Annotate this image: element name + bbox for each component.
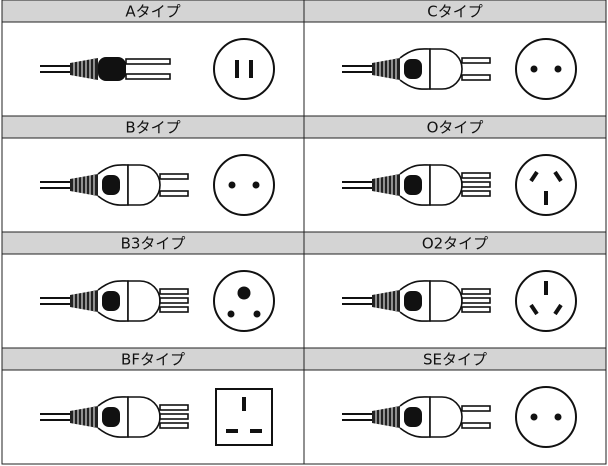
plug-body <box>404 175 422 195</box>
grommet <box>70 406 98 428</box>
hole <box>228 181 236 189</box>
socket-face <box>213 154 275 216</box>
type-label: Aタイプ <box>125 3 180 21</box>
prong <box>159 413 189 420</box>
prong <box>159 404 189 411</box>
plug-body <box>102 407 120 427</box>
hole <box>554 413 562 421</box>
prong <box>461 297 491 304</box>
socket-face <box>213 270 275 332</box>
prong <box>461 181 491 188</box>
slot <box>529 303 539 316</box>
slot <box>529 170 539 183</box>
prong <box>159 306 189 313</box>
grommet <box>372 58 400 80</box>
hole <box>530 413 538 421</box>
prong <box>159 422 189 429</box>
hole <box>530 65 538 73</box>
cell: Bタイプ <box>1 115 305 233</box>
type-label: B3タイプ <box>121 235 186 253</box>
plug-body <box>102 291 120 311</box>
prong <box>461 288 491 295</box>
prong <box>125 73 171 80</box>
type-label: Cタイプ <box>427 3 482 21</box>
plug-face <box>127 396 161 438</box>
prong <box>461 74 491 81</box>
prong <box>159 297 189 304</box>
cell: Oタイプ <box>303 115 607 233</box>
slot <box>553 170 563 183</box>
prong <box>159 288 189 295</box>
socket-face <box>215 388 273 446</box>
hole <box>227 310 235 318</box>
plug-face <box>127 280 161 322</box>
prong <box>461 306 491 313</box>
cell: BFタイプ <box>1 347 305 465</box>
hole <box>252 181 260 189</box>
slot <box>553 303 563 316</box>
plug-face <box>429 48 463 90</box>
cell: Aタイプ <box>1 0 305 117</box>
grommet <box>70 174 98 196</box>
prong <box>461 172 491 179</box>
grommet <box>70 58 98 80</box>
grommet <box>70 290 98 312</box>
prong <box>125 58 171 65</box>
plug-body <box>98 57 126 81</box>
type-label: BFタイプ <box>121 351 185 369</box>
type-label: SEタイプ <box>423 351 487 369</box>
plug-body <box>404 291 422 311</box>
plug-face <box>429 280 463 322</box>
cell: Cタイプ <box>303 0 607 117</box>
hole <box>237 286 251 300</box>
type-label: Bタイプ <box>125 119 180 137</box>
cell: B3タイプ <box>1 231 305 349</box>
image-cell <box>1 21 305 117</box>
socket-face <box>515 154 577 216</box>
cell: O2タイプ <box>303 231 607 349</box>
plug-face <box>429 396 463 438</box>
plug-body <box>404 407 422 427</box>
prong <box>461 405 491 412</box>
socket-face <box>515 386 577 448</box>
plug-face <box>127 164 161 206</box>
grommet <box>372 290 400 312</box>
socket-face <box>515 38 577 100</box>
hole <box>554 65 562 73</box>
grommet <box>372 174 400 196</box>
plug-body <box>404 59 422 79</box>
cell: SEタイプ <box>303 347 607 465</box>
socket-face <box>515 270 577 332</box>
plug-face <box>429 164 463 206</box>
prong <box>461 422 491 429</box>
type-label: Oタイプ <box>427 119 484 137</box>
socket-face <box>213 38 275 100</box>
plug-body <box>102 175 120 195</box>
prong <box>461 57 491 64</box>
prong <box>159 190 189 197</box>
prong <box>461 190 491 197</box>
hole <box>253 310 261 318</box>
type-label: O2タイプ <box>422 235 488 253</box>
grommet <box>372 406 400 428</box>
prong <box>159 173 189 180</box>
